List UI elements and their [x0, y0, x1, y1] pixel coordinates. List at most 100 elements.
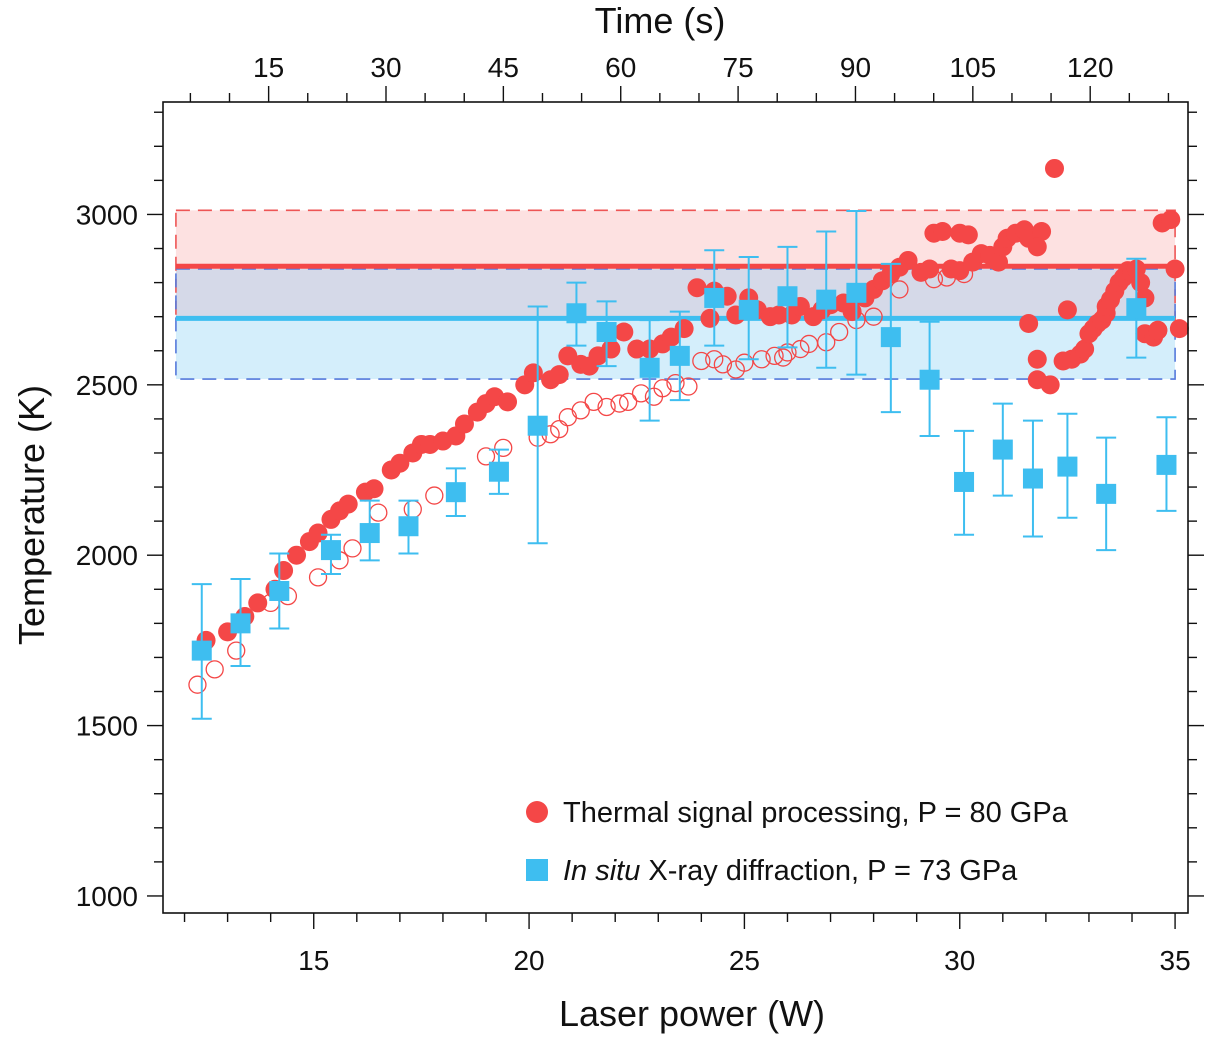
data-point-open-circle [774, 348, 793, 367]
data-point-open-circle [308, 568, 328, 587]
data-point-xrd [704, 287, 725, 308]
legend-label-xrd-italic: In situ [563, 855, 640, 887]
data-point-open-circle [692, 351, 711, 371]
data-point-open-circle [705, 350, 724, 369]
data-point-thermal [338, 494, 358, 514]
data-point-thermal [1027, 237, 1047, 257]
data-point-open-circle [571, 401, 590, 420]
data-point-open-circle [494, 438, 513, 458]
x-tick-label: 20 [513, 945, 544, 976]
data-point-thermal [1161, 210, 1181, 230]
data-point-xrd [191, 640, 212, 661]
top-tick-label: 90 [840, 52, 871, 83]
data-point-xrd [1022, 468, 1043, 489]
data-point-thermal [454, 414, 474, 434]
data-point-xrd [1057, 456, 1078, 477]
legend-label-thermal: Thermal signal processing, P = 80 GPa [563, 797, 1069, 829]
data-point-xrd [880, 327, 901, 348]
data-point-thermal [989, 252, 1009, 272]
data-point-thermal [523, 363, 543, 383]
legend-label-xrd-rest: X-ray diffraction, P = 73 GPa [640, 855, 1018, 887]
top-tick-label: 30 [370, 52, 401, 83]
y-tick-label: 1000 [76, 881, 138, 912]
data-point-thermal [274, 561, 294, 581]
top-tick-label: 75 [723, 52, 754, 83]
data-point-xrd [320, 540, 341, 561]
data-point-open-circle [679, 377, 698, 396]
data-point-xrd [359, 523, 380, 544]
data-point-thermal [308, 523, 328, 543]
data-point-xrd [816, 289, 837, 310]
data-point-thermal [1027, 349, 1047, 369]
data-point-open-circle [369, 503, 388, 522]
data-point-thermal [1044, 158, 1064, 178]
data-point-xrd [596, 322, 617, 343]
data-point-open-circle [403, 500, 422, 519]
data-point-xrd [1156, 454, 1177, 475]
y-tick-label: 2500 [76, 370, 138, 401]
x-axis-title: Laser power (W) [559, 993, 825, 1034]
top-tick-label: 120 [1067, 52, 1114, 83]
data-point-thermal [1165, 259, 1185, 279]
data-point-thermal [549, 365, 569, 385]
data-point-thermal [700, 308, 720, 328]
data-point-open-circle [205, 660, 224, 679]
top-axis-title: Time (s) [595, 0, 726, 41]
data-point-thermal [898, 250, 918, 270]
y-tick-label: 2000 [76, 540, 138, 571]
legend-label-xrd: In situ X-ray diffraction, P = 73 GPa [563, 855, 1018, 887]
band-outline-xrd [175, 268, 1176, 380]
legend: Thermal signal processing, P = 80 GPa In… [526, 797, 1069, 887]
data-point-open-circle [735, 353, 754, 372]
data-point-thermal [248, 593, 268, 613]
data-point-thermal [1169, 319, 1189, 339]
plot-frame [162, 101, 1189, 914]
data-point-thermal [1148, 320, 1168, 340]
data-point-xrd [527, 415, 548, 436]
data-point-open-circle [425, 486, 444, 505]
data-point-thermal [958, 225, 978, 245]
data-point-thermal [933, 221, 953, 241]
data-point-open-circle [550, 419, 569, 439]
data-point-thermal [1057, 300, 1077, 320]
data-point-thermal [1040, 375, 1060, 395]
data-point-xrd [738, 299, 759, 320]
data-point-thermal [1019, 313, 1039, 333]
data-point-xrd [1126, 298, 1147, 319]
legend-marker-xrd [526, 859, 548, 881]
data-point-xrd [1096, 483, 1117, 504]
data-point-xrd [992, 439, 1013, 460]
data-point-open-circle [610, 394, 629, 413]
data-point-xrd [954, 471, 975, 492]
data-point-thermal [287, 545, 307, 565]
x-tick-label: 15 [298, 945, 329, 976]
data-point-thermal [674, 319, 694, 339]
x-tick-label: 25 [729, 945, 760, 976]
y-tick-label: 3000 [76, 199, 138, 230]
data-point-xrd [566, 303, 587, 324]
data-point-open-circle [631, 384, 651, 403]
y-axis-title: Temperature (K) [11, 385, 52, 645]
data-point-xrd [639, 357, 660, 378]
data-point-thermal [920, 259, 940, 279]
data-point-xrd [445, 482, 466, 503]
data-point-open-circle [713, 355, 733, 374]
data-point-xrd [398, 516, 419, 537]
data-point-open-circle [864, 307, 883, 326]
top-tick-label: 15 [253, 52, 284, 83]
data-point-open-circle [830, 322, 849, 342]
data-point-thermal [687, 278, 707, 298]
data-point-xrd [488, 461, 509, 482]
x-tick-label: 30 [944, 945, 975, 976]
data-point-open-circle [618, 392, 638, 412]
data-point-xrd [777, 286, 798, 307]
data-point-thermal [390, 453, 410, 473]
data-point-open-circle [343, 539, 362, 558]
x-tick-label: 35 [1160, 945, 1191, 976]
data-point-thermal [1075, 339, 1095, 359]
data-point-open-circle [227, 641, 246, 660]
top-tick-label: 45 [488, 52, 519, 83]
data-point-open-circle [666, 373, 685, 393]
